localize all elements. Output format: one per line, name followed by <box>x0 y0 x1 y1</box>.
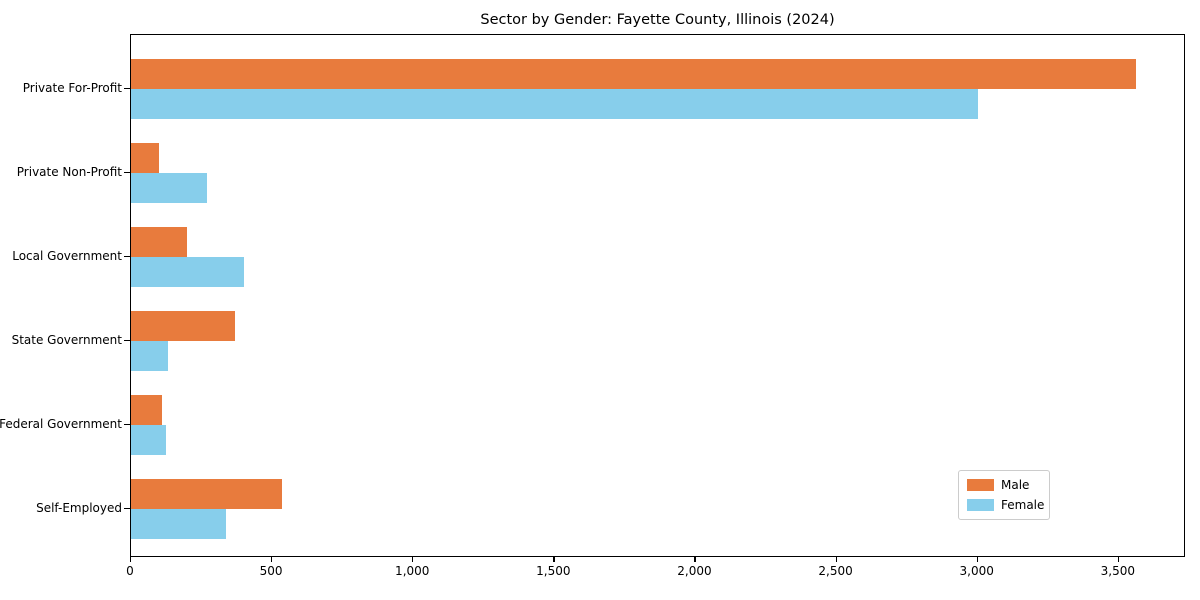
x-tick-500 <box>271 557 273 562</box>
bar-male-state-government <box>131 311 235 341</box>
legend-label-female: Female <box>1001 498 1045 512</box>
x-tick-label-1500: 1,500 <box>536 564 571 578</box>
bar-male-private-for-profit <box>131 59 1136 89</box>
x-tick-label-0: 0 <box>126 564 134 578</box>
x-tick-2500 <box>835 557 837 562</box>
y-tick-label-self-employed: Self-Employed <box>36 501 122 515</box>
x-tick-0 <box>130 557 132 562</box>
chart-title: Sector by Gender: Fayette County, Illino… <box>480 12 835 28</box>
bar-male-private-non-profit <box>131 143 159 173</box>
female-series-swatch <box>967 499 994 511</box>
bar-male-federal-government <box>131 395 162 425</box>
x-tick-label-500: 500 <box>259 564 283 578</box>
x-tick-2000 <box>694 557 696 562</box>
y-tick-label-private-non-profit: Private Non-Profit <box>16 165 122 179</box>
bar-female-private-non-profit <box>131 173 207 203</box>
x-tick-label-2500: 2,500 <box>818 564 853 578</box>
male-series-swatch <box>967 479 994 491</box>
x-tick-3500 <box>1117 557 1119 562</box>
x-tick-3000 <box>976 557 978 562</box>
x-tick-1500 <box>553 557 555 562</box>
bar-male-self-employed <box>131 479 282 509</box>
y-tick-self-employed <box>124 508 130 510</box>
bar-female-local-government <box>131 257 244 287</box>
y-tick-local-government <box>124 256 130 258</box>
y-tick-label-federal-government: Federal Government <box>0 417 122 431</box>
y-tick-label-private-for-profit: Private For-Profit <box>22 81 122 95</box>
bar-female-self-employed <box>131 509 226 539</box>
bar-female-state-government <box>131 341 168 371</box>
y-tick-label-local-government: Local Government <box>12 249 122 263</box>
bar-male-local-government <box>131 227 187 257</box>
bar-female-federal-government <box>131 425 166 455</box>
y-tick-private-non-profit <box>124 172 130 174</box>
x-tick-1000 <box>412 557 414 562</box>
x-tick-label-1000: 1,000 <box>395 564 430 578</box>
y-tick-state-government <box>124 340 130 342</box>
bar-female-private-for-profit <box>131 89 978 119</box>
legend-label-male: Male <box>1001 478 1030 492</box>
legend-item-male: Male <box>967 478 1041 492</box>
legend: Male Female <box>958 470 1050 520</box>
y-tick-private-for-profit <box>124 88 130 90</box>
x-tick-label-2000: 2,000 <box>677 564 712 578</box>
y-tick-label-state-government: State Government <box>11 333 122 347</box>
x-tick-label-3000: 3,000 <box>959 564 994 578</box>
y-tick-federal-government <box>124 424 130 426</box>
x-tick-label-3500: 3,500 <box>1100 564 1135 578</box>
legend-item-female: Female <box>967 498 1045 512</box>
plot-area <box>130 34 1185 557</box>
